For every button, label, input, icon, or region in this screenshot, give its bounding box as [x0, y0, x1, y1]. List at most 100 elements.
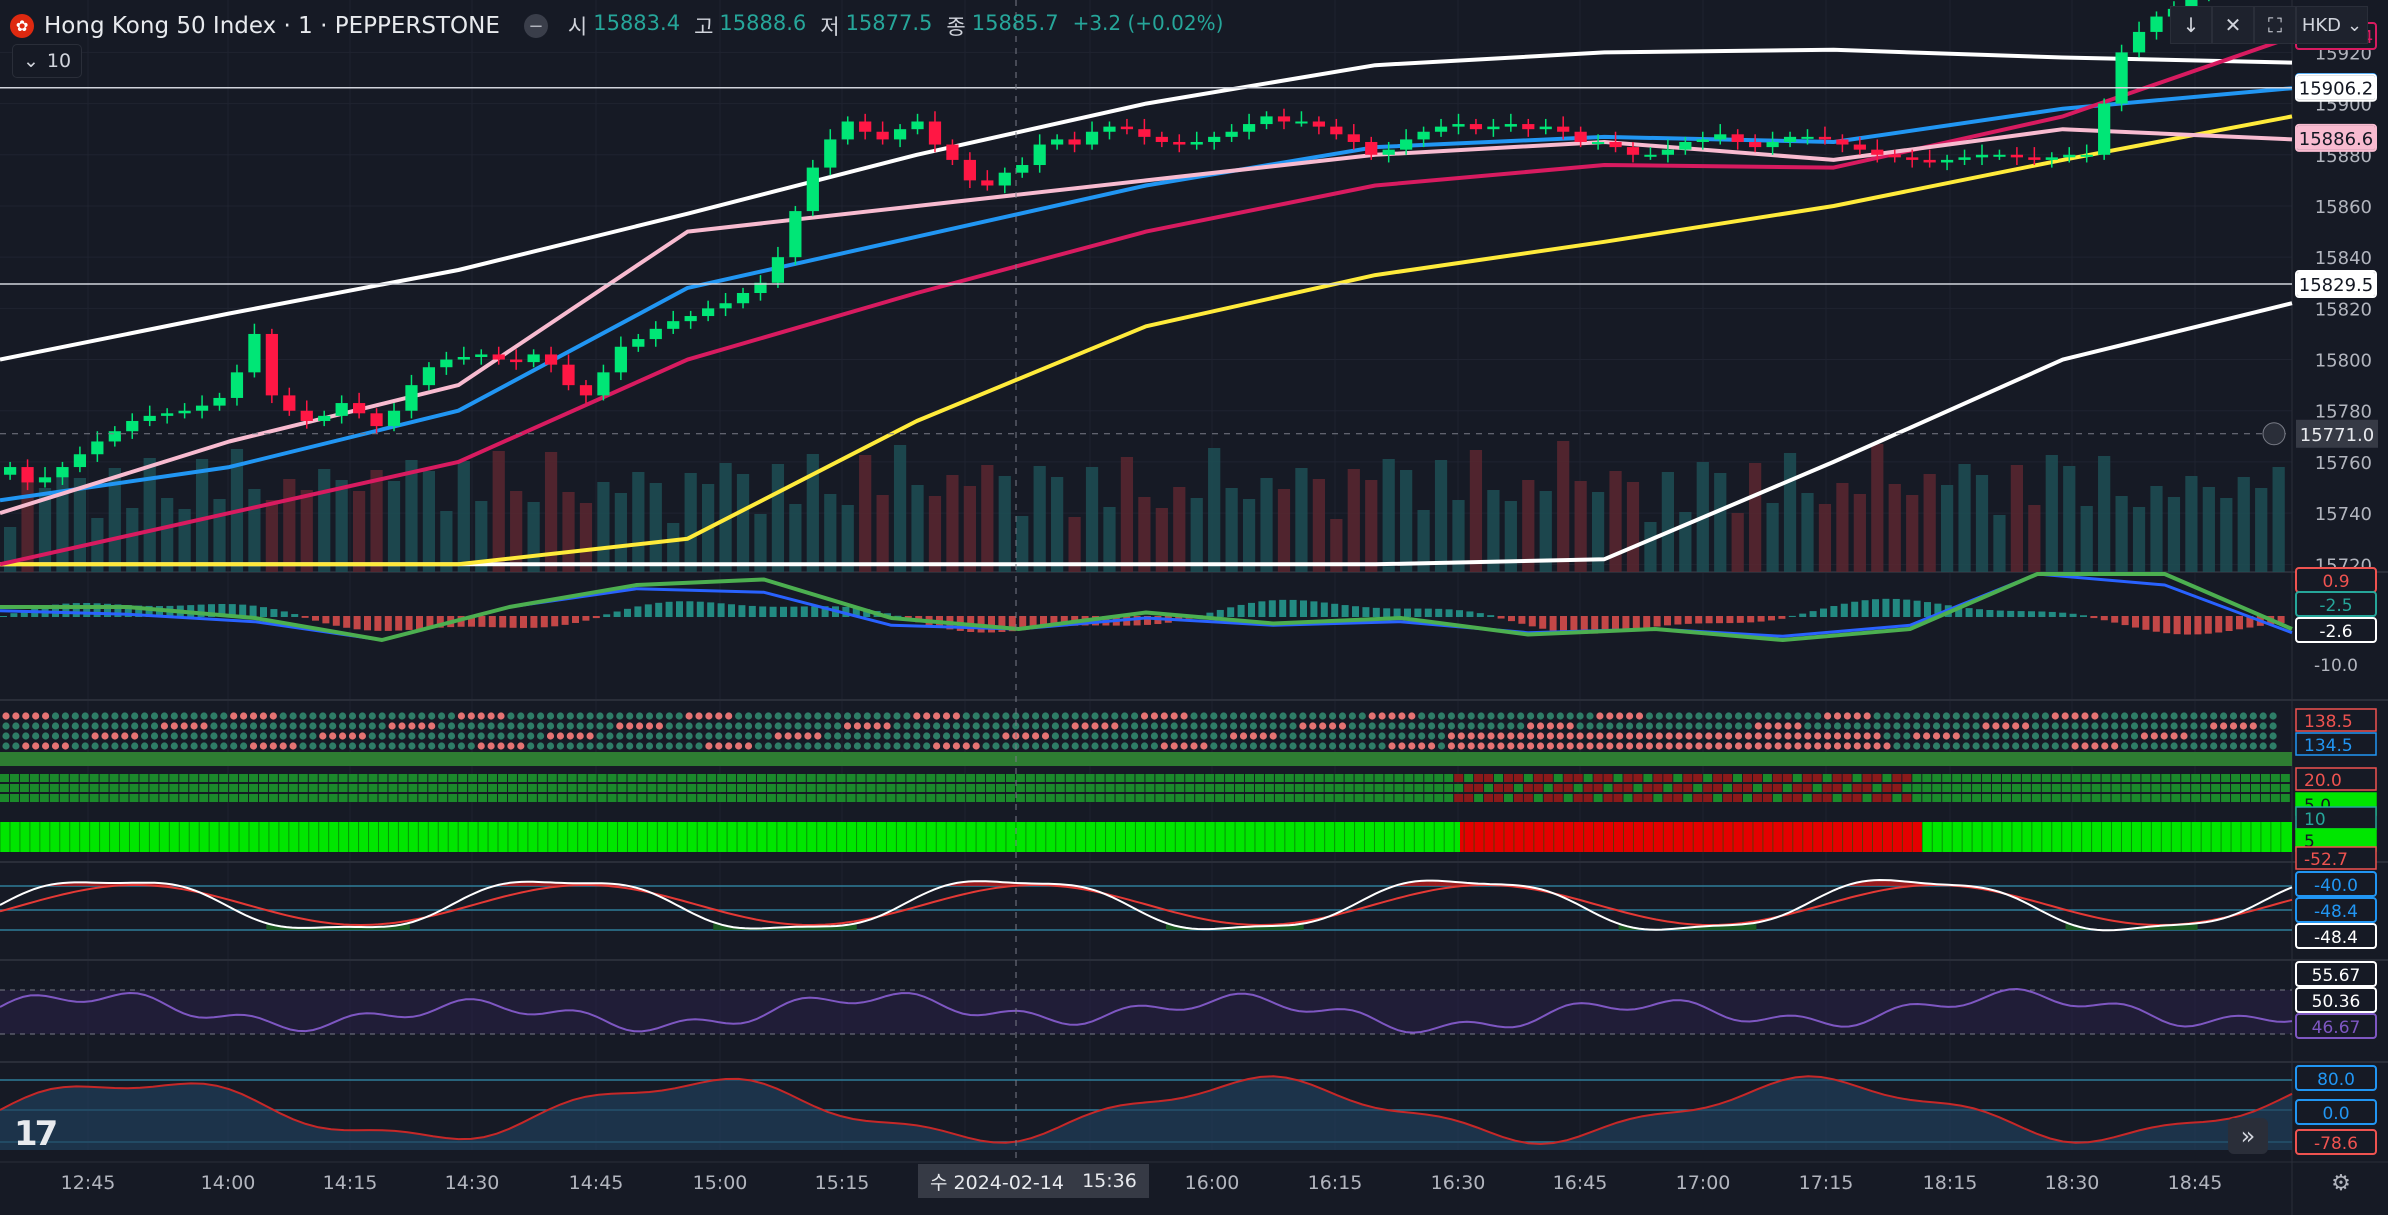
pane-tag	[2295, 1099, 2377, 1125]
signal-dot	[1863, 722, 1871, 730]
price-lines[interactable]	[0, 86, 2292, 285]
gear-icon[interactable]: ⚙	[2331, 1170, 2351, 1196]
heat-cell	[1992, 784, 2001, 792]
volume-bar	[614, 493, 627, 572]
volume-bar	[1190, 498, 1203, 572]
signal-dot	[1913, 722, 1921, 730]
signal-dot	[695, 732, 703, 740]
signal-dot	[12, 722, 20, 730]
signal-dot	[2091, 732, 2099, 740]
signal-dot	[477, 742, 485, 750]
signal-dot	[1705, 742, 1713, 750]
heat-cell	[856, 784, 866, 792]
heat-cell	[1762, 774, 1772, 782]
symbol-title[interactable]: Hong Kong 50 Index · 1 · PEPPERSTONE	[44, 13, 500, 39]
histogram-bar	[1726, 616, 1734, 624]
signal-dot	[744, 732, 753, 740]
histogram-bar	[1913, 600, 1921, 617]
signal-dot	[1596, 732, 1604, 740]
signal-dot	[685, 732, 693, 740]
heat-cell	[856, 794, 866, 802]
signal-dot	[1497, 742, 1505, 750]
candles[interactable]	[4, 0, 2285, 491]
collapse-arrows-icon[interactable]: ✕	[2212, 6, 2254, 44]
volume-bar	[1766, 503, 1779, 572]
heat-cell	[697, 774, 707, 782]
heat-cell	[607, 774, 617, 782]
signal-dot	[1101, 722, 1109, 730]
signal-dot	[2101, 742, 2109, 750]
signal-dot	[735, 722, 743, 730]
heat-cell	[1155, 784, 1165, 792]
signal-dot	[487, 722, 495, 730]
pane-tick: -2.6	[2319, 622, 2352, 642]
histogram-bar	[1445, 609, 1453, 617]
signal-dot	[1566, 742, 1574, 750]
signal-dot	[2170, 732, 2178, 740]
signal-dot	[546, 712, 555, 720]
heat-cell	[2081, 794, 2091, 802]
histogram-bar	[1050, 616, 1058, 627]
signal-dot	[1635, 712, 1644, 720]
price-axis[interactable]: 1592015900158801586015840158201580015780…	[2295, 22, 2378, 1155]
histogram-bar	[1310, 601, 1318, 617]
candle-body	[562, 364, 575, 386]
volume-bar	[1591, 492, 1605, 572]
heat-cell	[1005, 784, 1015, 792]
indicators-toggle-button[interactable]: ⌄ 10	[12, 44, 83, 78]
signal-dot	[457, 742, 465, 750]
price-tick: 15860	[2315, 197, 2372, 218]
tradingview-logo[interactable]: 17	[14, 1114, 58, 1154]
signal-dot	[2269, 732, 2277, 740]
signal-dot	[170, 732, 178, 740]
candle-body	[579, 385, 593, 396]
volume-bar	[1644, 522, 1657, 572]
volume-bar	[736, 474, 750, 572]
signal-dot	[1754, 742, 1762, 750]
signal-dot	[1833, 732, 1842, 740]
time-tick: 18:45	[2168, 1172, 2223, 1194]
signal-dot	[754, 742, 763, 750]
signal-dot	[2269, 722, 2277, 730]
signal-dot	[2190, 742, 2198, 750]
histogram-bar	[2121, 616, 2129, 626]
maximize-icon[interactable]: ⛶	[2254, 6, 2296, 44]
heat-cell	[2001, 784, 2011, 792]
signal-dot	[2170, 712, 2178, 720]
signal-dot	[2130, 722, 2139, 730]
candle-body	[824, 139, 837, 168]
pane-tick: -40.0	[2314, 876, 2358, 896]
histogram-bar	[2173, 616, 2181, 635]
signal-dot	[2, 742, 10, 750]
arrow-down-icon[interactable]: ↓	[2170, 6, 2212, 44]
volume-bar	[353, 491, 366, 572]
signal-dot	[744, 722, 753, 730]
histogram-bar	[1965, 608, 1973, 617]
collapse-legend-button[interactable]: −	[523, 14, 548, 38]
signal-dot	[517, 722, 525, 730]
heat-cell	[1543, 794, 1553, 802]
heat-cell	[1713, 784, 1723, 792]
signal-dot	[645, 742, 654, 750]
heat-cell	[1135, 794, 1145, 802]
currency-selector[interactable]: HKD ⌄	[2296, 6, 2368, 44]
scroll-to-realtime-button[interactable]: »	[2228, 1118, 2268, 1154]
signal-dot	[1051, 732, 1059, 740]
heat-cell	[249, 784, 258, 792]
heat-cell	[189, 794, 199, 802]
histogram-bar	[2017, 611, 2025, 617]
volume-bar	[1783, 453, 1797, 572]
volume-bar	[1940, 485, 1954, 572]
signal-dot	[1200, 722, 1208, 730]
signal-dot	[200, 722, 208, 730]
histogram-bar	[1570, 616, 1578, 634]
signal-dot	[2160, 742, 2168, 750]
signal-dot	[1329, 712, 1337, 720]
signal-dot	[1893, 712, 1901, 720]
heat-cell	[1065, 794, 1075, 802]
signal-dot	[368, 732, 376, 740]
candle-body	[265, 333, 278, 396]
volume-bar	[405, 460, 418, 572]
signal-dot	[1794, 742, 1802, 750]
